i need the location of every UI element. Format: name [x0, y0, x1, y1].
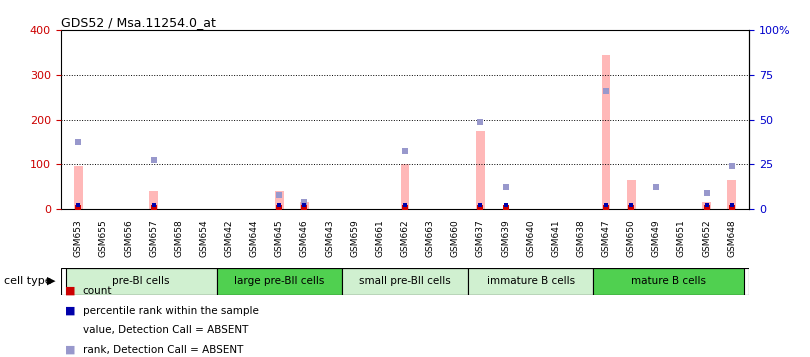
Text: GSM654: GSM654 [199, 220, 208, 257]
Bar [476, 131, 484, 209]
Text: rank, Detection Call = ABSENT: rank, Detection Call = ABSENT [83, 345, 243, 355]
Text: ■: ■ [65, 345, 75, 355]
Bar [401, 164, 409, 209]
Text: GSM656: GSM656 [124, 220, 133, 257]
Text: GSM658: GSM658 [174, 220, 183, 257]
Bar [468, 268, 594, 295]
Text: ■: ■ [65, 286, 75, 296]
Text: GSM655: GSM655 [99, 220, 108, 257]
Text: small pre-BII cells: small pre-BII cells [359, 276, 451, 286]
Text: GSM637: GSM637 [476, 220, 485, 257]
Text: GSM649: GSM649 [652, 220, 661, 257]
Text: mature B cells: mature B cells [631, 276, 706, 286]
Bar [594, 268, 744, 295]
Text: GSM645: GSM645 [275, 220, 284, 257]
Bar [602, 55, 611, 209]
Text: GSM662: GSM662 [400, 220, 410, 257]
Text: GSM638: GSM638 [577, 220, 586, 257]
Text: GSM639: GSM639 [501, 220, 510, 257]
Text: GSM648: GSM648 [727, 220, 736, 257]
Text: GDS52 / Msa.11254.0_at: GDS52 / Msa.11254.0_at [61, 16, 215, 29]
Bar [149, 191, 158, 209]
Text: GSM640: GSM640 [526, 220, 535, 257]
Text: GSM653: GSM653 [74, 220, 83, 257]
Text: GSM643: GSM643 [325, 220, 334, 257]
Text: GSM642: GSM642 [224, 220, 233, 257]
Text: GSM650: GSM650 [627, 220, 636, 257]
Text: cell type: cell type [4, 276, 52, 286]
Bar [66, 268, 216, 295]
Text: large pre-BII cells: large pre-BII cells [234, 276, 325, 286]
Text: GSM661: GSM661 [375, 220, 385, 257]
Text: GSM660: GSM660 [450, 220, 460, 257]
Bar [300, 202, 309, 209]
Bar [702, 202, 711, 209]
Text: GSM659: GSM659 [350, 220, 360, 257]
Bar [727, 180, 736, 209]
Text: GSM663: GSM663 [425, 220, 435, 257]
Bar [342, 268, 468, 295]
Text: count: count [83, 286, 112, 296]
Text: value, Detection Call = ABSENT: value, Detection Call = ABSENT [83, 325, 248, 335]
Text: ■: ■ [65, 306, 75, 316]
Text: GSM647: GSM647 [602, 220, 611, 257]
Bar [627, 180, 636, 209]
Text: GSM652: GSM652 [702, 220, 711, 257]
Text: GSM641: GSM641 [552, 220, 561, 257]
Text: ▶: ▶ [47, 276, 55, 286]
Bar [275, 191, 284, 209]
Text: immature B cells: immature B cells [487, 276, 575, 286]
Text: GSM646: GSM646 [300, 220, 309, 257]
Bar [74, 166, 83, 209]
Bar [216, 268, 342, 295]
Text: GSM644: GSM644 [249, 220, 258, 257]
Text: pre-BI cells: pre-BI cells [113, 276, 170, 286]
Text: GSM657: GSM657 [149, 220, 158, 257]
Text: GSM651: GSM651 [677, 220, 686, 257]
Text: percentile rank within the sample: percentile rank within the sample [83, 306, 258, 316]
